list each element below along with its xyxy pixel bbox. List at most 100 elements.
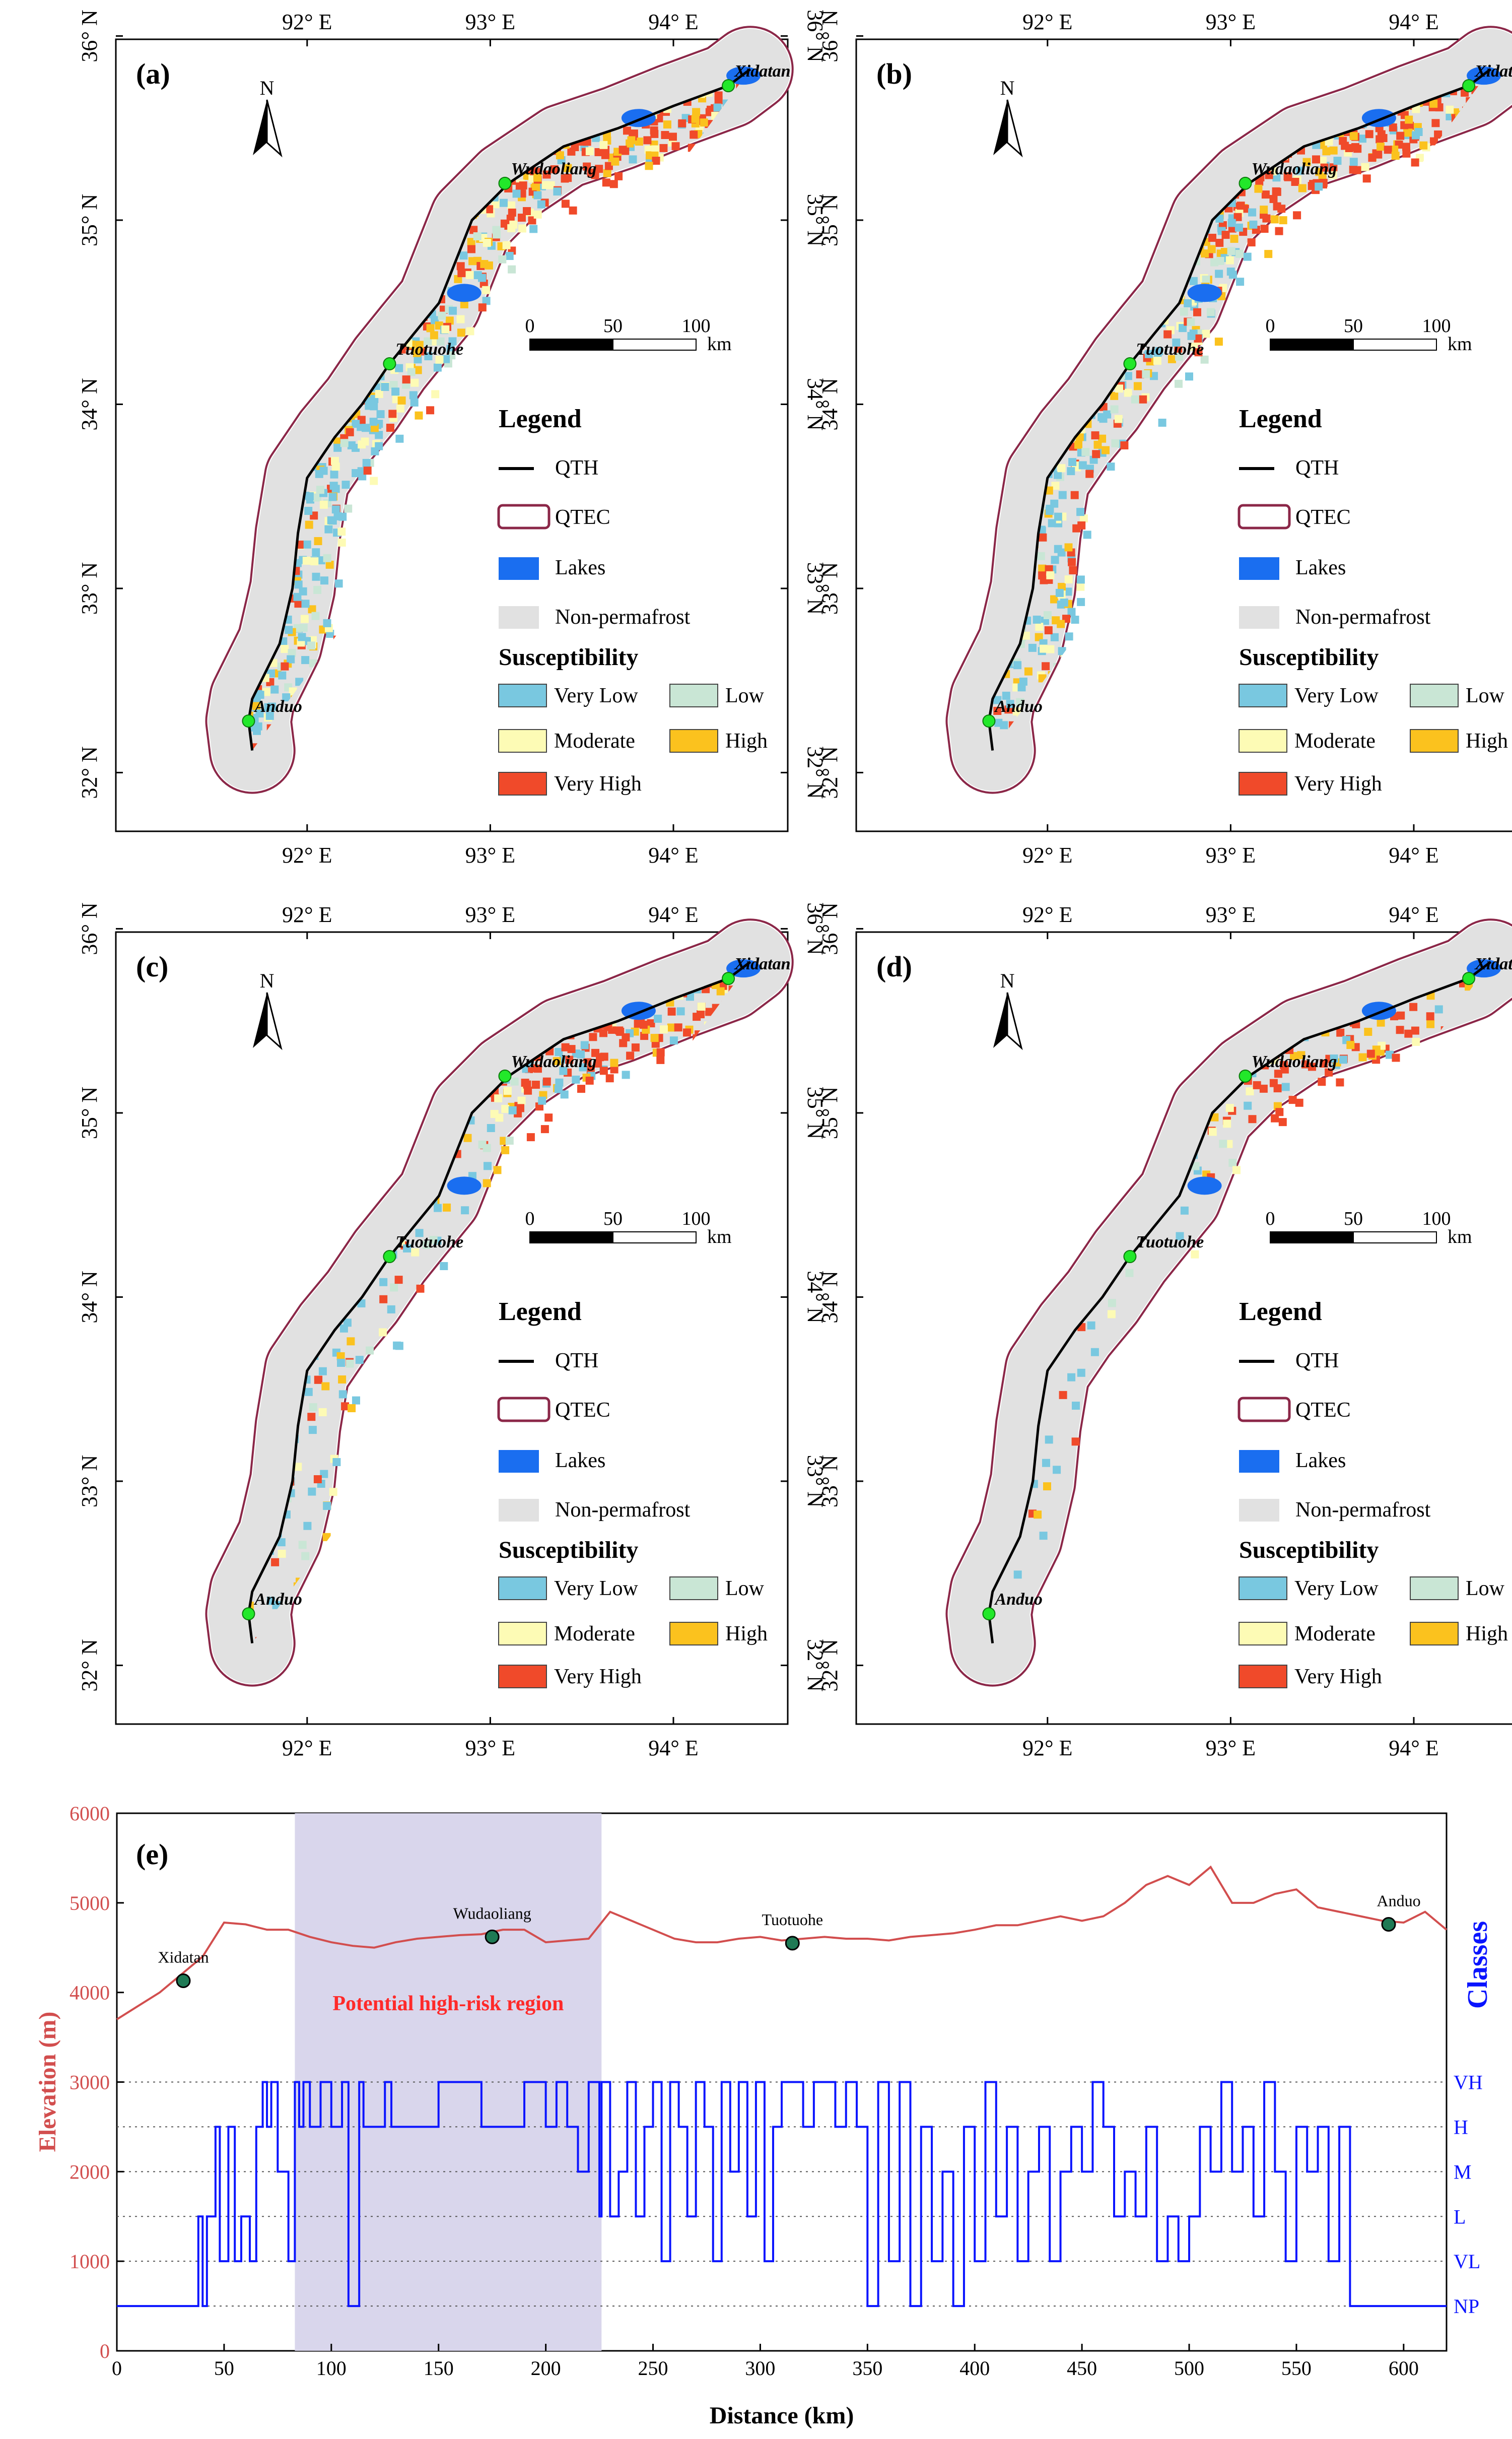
class-tick-label: VH [1454, 2071, 1483, 2094]
station-marker [1239, 1069, 1252, 1083]
station-marker [383, 1250, 396, 1264]
susceptibility-cell [1391, 152, 1400, 160]
legend-class-swatch [1239, 729, 1287, 753]
lon-tick-label-top: 92° E [1022, 902, 1072, 927]
susceptibility-cell [1038, 571, 1047, 580]
susceptibility-cell [413, 349, 421, 357]
susceptibility-cell [1187, 318, 1195, 326]
legend-qtec-swatch [1238, 504, 1291, 530]
legend-non-permafrost-label: Non-permafrost [1295, 606, 1431, 629]
susceptibility-cell [1260, 206, 1268, 214]
susceptibility-cell [1409, 1003, 1418, 1011]
susceptibility-cell [1051, 556, 1059, 564]
susceptibility-cell [1215, 270, 1223, 278]
susceptibility-cell [1085, 470, 1094, 478]
susceptibility-cell [1133, 382, 1142, 390]
susceptibility-cell [1389, 123, 1397, 131]
scale-bar-label: 0 [525, 315, 535, 337]
susceptibility-cell [271, 1558, 280, 1566]
susceptibility-cell [1270, 215, 1279, 224]
panel-tag: (c) [136, 950, 168, 983]
x-tick-label: 450 [1067, 2357, 1097, 2380]
susceptibility-cell [341, 1402, 350, 1411]
susceptibility-cell [650, 129, 659, 138]
susceptibility-cell [517, 1096, 526, 1105]
qth-route-line [987, 68, 1492, 751]
north-arrow-icon: N [253, 969, 283, 1050]
legend-lakes-swatch [1239, 557, 1279, 580]
lon-tick-label-bottom: 92° E [1022, 843, 1072, 868]
susceptibility-cell [381, 383, 389, 391]
susceptibility-cell [1308, 1063, 1316, 1071]
susceptibility-cell [577, 1050, 585, 1059]
susceptibility-cell [1039, 1532, 1048, 1540]
x-tick-label: 500 [1174, 2357, 1204, 2380]
susceptibility-cell [1208, 234, 1216, 242]
susceptibility-cell [533, 210, 542, 219]
susceptibility-cell [278, 1550, 286, 1558]
susceptibility-cell [599, 1067, 608, 1075]
profile-station-label: Anduo [1377, 1892, 1420, 1910]
susceptibility-cell [518, 224, 526, 233]
susceptibility-cell [651, 145, 660, 154]
susceptibility-cell [1361, 163, 1369, 171]
scale-bar-label: 0 [1266, 315, 1275, 337]
susceptibility-cell [1349, 165, 1357, 174]
lat-tick-label-left: 32° N [817, 1639, 842, 1691]
susceptibility-cell [395, 434, 404, 443]
susceptibility-cell [1191, 1250, 1199, 1259]
susceptibility-cell [1087, 1321, 1095, 1330]
susceptibility-cell [460, 300, 468, 308]
susceptibility-cell [691, 115, 700, 123]
susceptibility-cell [1110, 391, 1119, 400]
station-marker [722, 79, 735, 93]
scale-bar-black [1270, 339, 1354, 351]
susceptibility-cell [1419, 141, 1428, 150]
susceptibility-cell [1043, 611, 1052, 619]
susceptibility-cell [1351, 143, 1359, 151]
susceptibility-cell [282, 693, 291, 702]
legend-class-label: Low [725, 684, 765, 707]
susceptibility-cell [585, 1076, 594, 1085]
susceptibility-cell [1051, 482, 1060, 490]
susceptibility-cell [1111, 439, 1120, 447]
class-tick-label: H [1454, 2116, 1468, 2138]
susceptibility-cell [1046, 571, 1055, 579]
susceptibility-cell [1074, 440, 1082, 449]
susceptibility-cell [1142, 370, 1150, 378]
susceptibility-cell [311, 612, 320, 620]
lat-tick-label-left: 34° N [817, 378, 842, 430]
legend-qtec-swatch [1238, 1397, 1291, 1422]
susceptibility-cell [329, 1488, 337, 1496]
susceptibility-cell [595, 165, 603, 173]
susceptibility-cell [1067, 608, 1076, 616]
susceptibility-cell [596, 1053, 604, 1062]
susceptibility-cell [1194, 334, 1202, 343]
susceptibility-cell [1050, 499, 1059, 508]
susceptibility-cell [1349, 132, 1358, 141]
susceptibility-cell [577, 1085, 585, 1093]
susceptibility-cell [544, 1113, 553, 1122]
y-tick-label: 4000 [70, 1982, 110, 2004]
susceptibility-cell [331, 456, 339, 465]
susceptibility-cell [587, 168, 595, 177]
scale-bar-label: 100 [1422, 315, 1451, 337]
legend-class-swatch [498, 684, 547, 707]
legend-qtec-label: QTEC [555, 506, 610, 529]
station-label: Anduo [994, 697, 1043, 716]
susceptibility-cell [416, 1284, 425, 1293]
lat-tick-label-left: 33° N [817, 1455, 842, 1507]
susceptibility-cell [610, 1059, 618, 1067]
y-tick-label: 1000 [70, 2250, 110, 2273]
susceptibility-cell [1333, 157, 1342, 165]
susceptibility-cell [334, 579, 343, 588]
susceptibility-cell [650, 1034, 659, 1042]
qth-route-line [247, 68, 751, 751]
lat-tick-label-right: 33° N [803, 1455, 828, 1507]
susceptibility-cell [554, 1085, 563, 1093]
susceptibility-cell [456, 262, 465, 271]
scale-bar-unit: km [1448, 1226, 1472, 1247]
susceptibility-cell [1249, 220, 1258, 229]
susceptibility-cell [1035, 623, 1044, 631]
susceptibility-cell [473, 271, 482, 280]
